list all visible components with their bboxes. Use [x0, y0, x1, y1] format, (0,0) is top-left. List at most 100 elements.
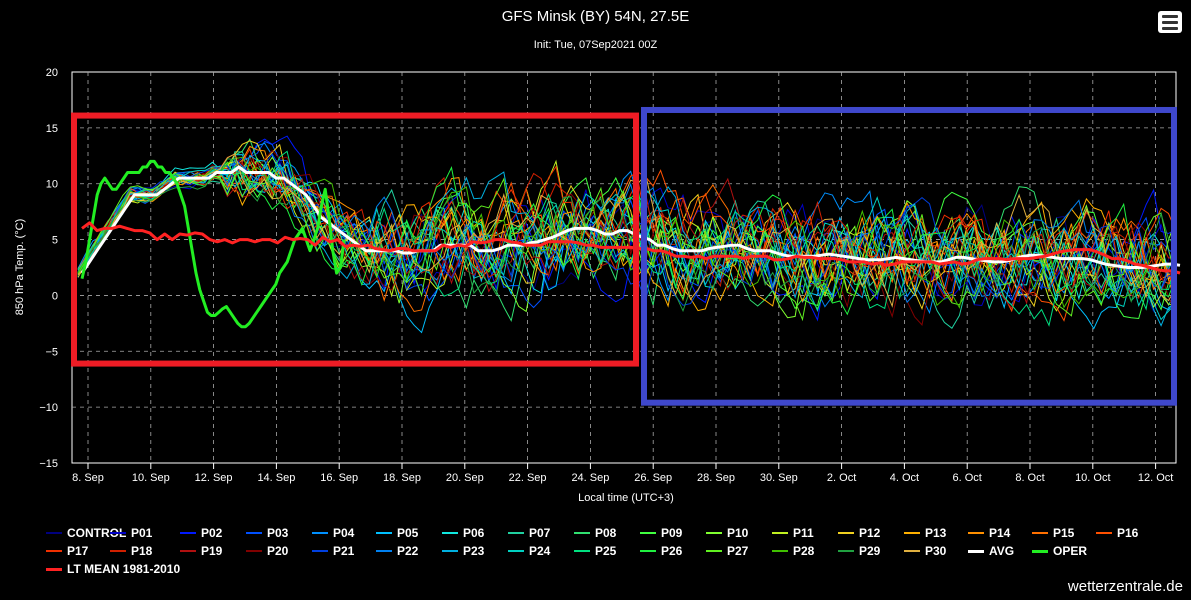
- legend-line-symbol: [574, 532, 590, 534]
- y-tick-label: 10: [46, 179, 58, 191]
- y-axis-tick-labels: 20 15 10 5 0 −5 −10 −15: [39, 67, 58, 470]
- legend-line-symbol: [772, 532, 788, 534]
- y-tick-label: 20: [46, 67, 58, 79]
- legend-label: P19: [201, 544, 223, 558]
- legend-line-symbol: [968, 550, 984, 553]
- legend-line-symbol: [46, 568, 62, 571]
- legend-label: P05: [397, 526, 419, 540]
- x-tick-label: 8. Oct: [1015, 472, 1044, 484]
- x-tick-label: 18. Sep: [383, 472, 421, 484]
- legend-label: P21: [333, 544, 355, 558]
- chart-subtitle: Init: Tue, 07Sep2021 00Z: [533, 39, 658, 51]
- x-axis-tick-labels: 8. Sep 10. Sep 12. Sep 14. Sep 16. Sep 18. Se…: [72, 472, 1173, 484]
- legend-label: P12: [859, 526, 881, 540]
- legend-label: P14: [989, 526, 1011, 540]
- legend-line-symbol: [442, 532, 458, 534]
- legend-line-symbol: [1032, 550, 1048, 553]
- legend-label: P10: [727, 526, 749, 540]
- legend-line-symbol: [180, 532, 196, 534]
- legend-line-symbol: [312, 532, 328, 534]
- series-line-lt-mean-1981-2010: [81, 221, 1181, 275]
- legend-line-symbol: [376, 532, 392, 534]
- x-tick-label: 14. Sep: [257, 472, 295, 484]
- x-tick-label: 2. Oct: [827, 472, 856, 484]
- red-highlight-box: [71, 112, 639, 367]
- legend-line-symbol: [904, 532, 920, 534]
- x-tick-label: 8. Sep: [72, 472, 104, 484]
- legend-label: P27: [727, 544, 749, 558]
- x-tick-label: 28. Sep: [697, 472, 735, 484]
- x-tick-label: 30. Sep: [760, 472, 798, 484]
- legend-label: P22: [397, 544, 419, 558]
- legend-label: P26: [661, 544, 683, 558]
- legend-label: AVG: [989, 544, 1015, 558]
- legend-label: CONTROL: [67, 526, 127, 540]
- legend-line-symbol: [508, 550, 524, 552]
- member-line-p12: [77, 140, 1177, 311]
- legend-line-symbol: [246, 550, 262, 552]
- legend-label: P20: [267, 544, 289, 558]
- x-tick-label: 24. Sep: [571, 472, 609, 484]
- legend-label: P03: [267, 526, 289, 540]
- legend-line-symbol: [1032, 532, 1048, 534]
- legend-label: P24: [529, 544, 551, 558]
- legend-label: P07: [529, 526, 551, 540]
- x-tick-label: 4. Oct: [890, 472, 919, 484]
- legend-label: P04: [333, 526, 355, 540]
- legend-line-symbol: [180, 550, 196, 552]
- legend-line-symbol: [574, 550, 590, 552]
- legend-line-symbol: [772, 550, 788, 552]
- legend-label: P11: [793, 526, 814, 540]
- x-tick-label: 10. Oct: [1075, 472, 1110, 484]
- legend-line-symbol: [376, 550, 392, 552]
- x-tick-label: 6. Oct: [953, 472, 982, 484]
- y-tick-label: −10: [39, 402, 58, 414]
- legend-label: P01: [131, 526, 153, 540]
- legend-label: OPER: [1053, 544, 1088, 558]
- highlight-boxes: [71, 106, 1177, 406]
- legend-line-symbol: [442, 550, 458, 552]
- legend-label: P25: [595, 544, 617, 558]
- legend-label: P23: [463, 544, 485, 558]
- legend-line-symbol: [110, 550, 126, 552]
- x-tick-label: 22. Sep: [509, 472, 547, 484]
- legend-line-symbol: [1096, 532, 1112, 534]
- ensemble-member-lines: [77, 135, 1177, 334]
- legend-label: P16: [1117, 526, 1139, 540]
- legend-label: P18: [131, 544, 153, 558]
- legend-line-symbol: [838, 532, 854, 534]
- member-line-p20: [77, 149, 1177, 326]
- x-tick-label: 26. Sep: [634, 472, 672, 484]
- legend-line-symbol: [312, 550, 328, 552]
- legend-label: P09: [661, 526, 683, 540]
- legend-label: P15: [1053, 526, 1075, 540]
- x-tick-label: 10. Sep: [132, 472, 170, 484]
- x-axis-label: Local time (UTC+3): [578, 492, 674, 504]
- series-line-avg: [80, 165, 1181, 274]
- legend-line-symbol: [706, 550, 722, 552]
- member-line-p29: [77, 158, 1177, 313]
- member-line-p09: [77, 161, 1177, 320]
- y-tick-label: 0: [52, 290, 58, 302]
- legend-label: P08: [595, 526, 617, 540]
- legend-line-symbol: [46, 550, 62, 552]
- main-series-lines: [80, 159, 1181, 329]
- legend-label: P02: [201, 526, 223, 540]
- x-tick-label: 12. Oct: [1138, 472, 1173, 484]
- blue-highlight-box: [641, 106, 1177, 406]
- legend-line-symbol: [110, 532, 126, 534]
- hamburger-menu-icon[interactable]: [1158, 11, 1182, 33]
- legend-line-symbol: [968, 532, 984, 534]
- site-credit: wetterzentrale.de: [1067, 578, 1183, 595]
- legend-line-symbol: [508, 532, 524, 534]
- legend-label: P29: [859, 544, 881, 558]
- x-tick-label: 20. Sep: [446, 472, 484, 484]
- y-tick-label: −15: [39, 458, 58, 470]
- legend-line-symbol: [640, 532, 656, 534]
- x-tick-label: 12. Sep: [195, 472, 233, 484]
- x-tick-label: 16. Sep: [320, 472, 358, 484]
- y-axis-label: 850 hPa Temp. (°C): [14, 219, 26, 316]
- legend-line-symbol: [46, 532, 62, 534]
- legend-line-symbol: [838, 550, 854, 552]
